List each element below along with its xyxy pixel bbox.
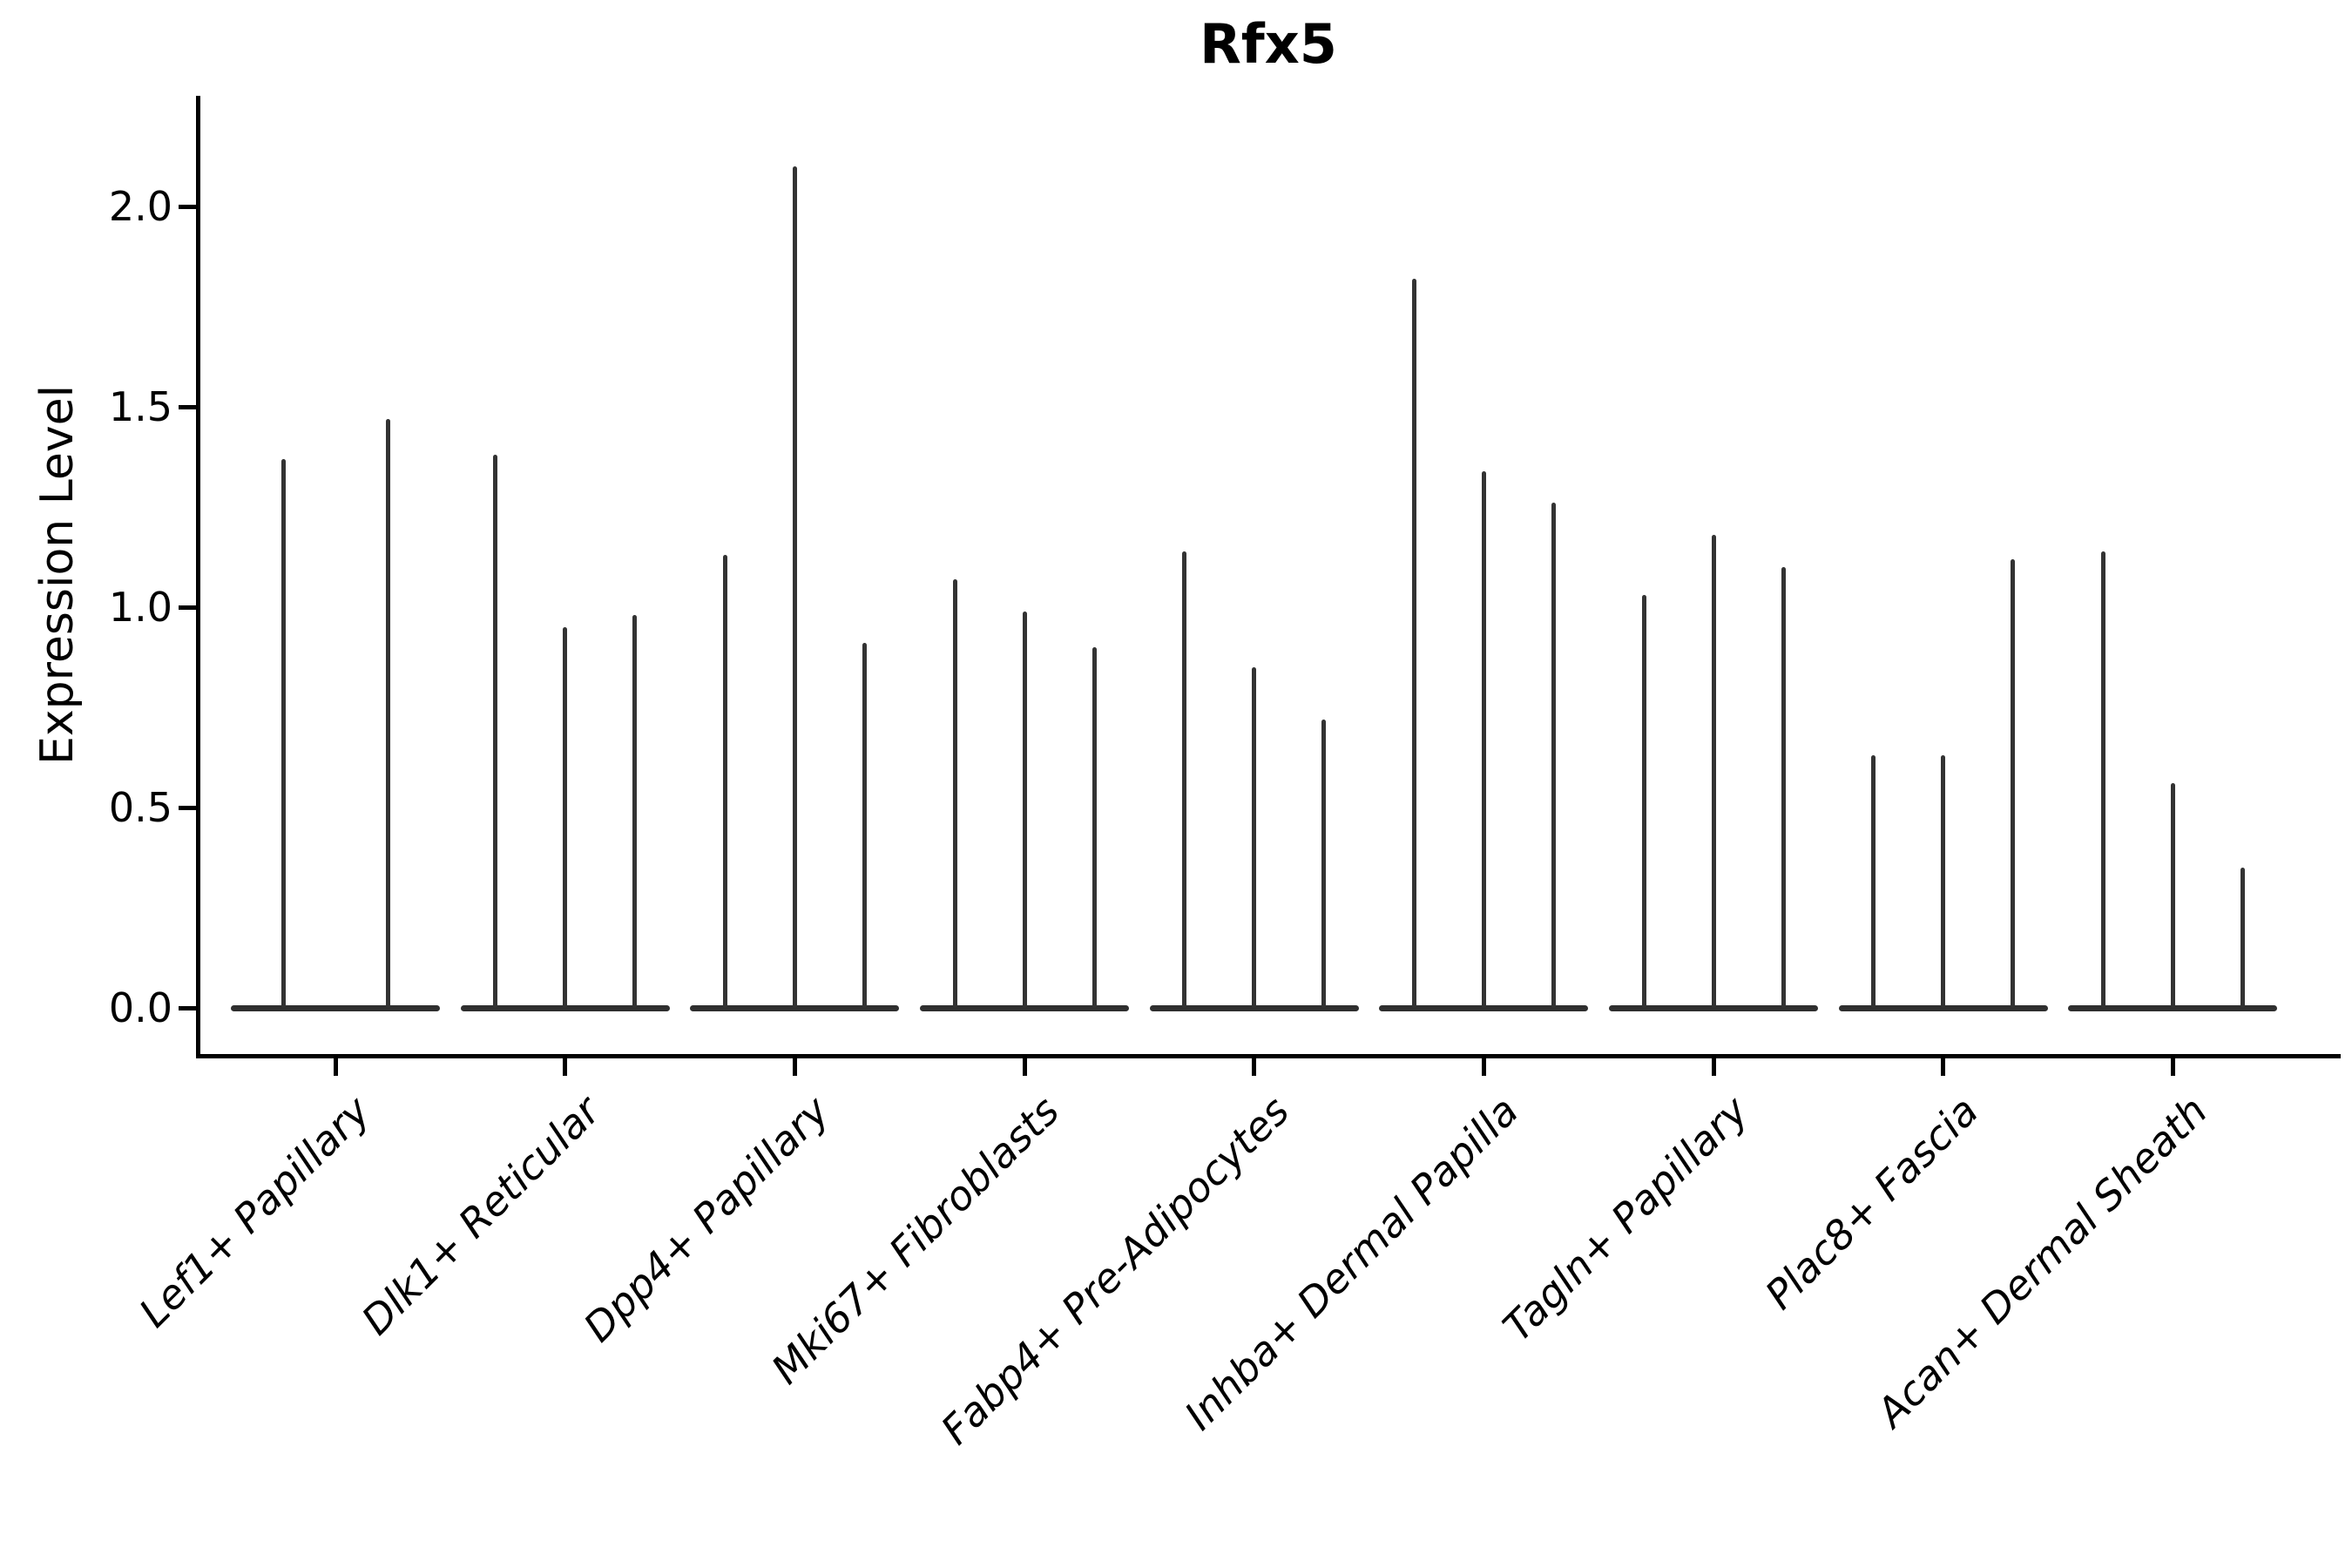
violin-baseline: [1149, 1004, 1359, 1011]
violin-baseline: [1379, 1004, 1589, 1011]
x-tick-mark: [563, 1058, 568, 1076]
chart-title: Rfx5: [1200, 12, 1337, 76]
x-tick-label: Plac8+ Fascia: [1755, 1087, 1987, 1319]
x-tick-label: Tagln+ Papillary: [1493, 1087, 1758, 1351]
violin-baseline: [460, 1004, 670, 1011]
violin-spike: [1551, 503, 1556, 1008]
y-tick-mark: [179, 805, 196, 810]
violin-spike: [2100, 551, 2105, 1008]
violin-spike: [1321, 719, 1327, 1008]
violin-spike: [952, 578, 957, 1008]
violin-spike: [1941, 755, 1946, 1008]
violin-spike: [1641, 595, 1646, 1008]
x-tick-mark: [792, 1058, 797, 1076]
y-tick-label: 0.5: [108, 784, 172, 831]
violin-spike: [632, 615, 638, 1008]
y-tick-label: 1.0: [108, 584, 172, 631]
violin-spike: [1871, 755, 1876, 1008]
x-tick-mark: [1481, 1058, 1486, 1076]
x-tick-label: Mki67+ Fibroblasts: [762, 1087, 1069, 1394]
x-tick-label: Inhba+ Dermal Papilla: [1175, 1087, 1528, 1439]
violin-baseline: [2068, 1004, 2278, 1011]
violin-spike: [862, 643, 867, 1008]
x-tick-label: Lef1+ Papillary: [130, 1087, 380, 1336]
violin-spike: [722, 555, 727, 1008]
violin-spike: [1711, 535, 1716, 1008]
violin-baseline: [231, 1004, 440, 1011]
violin-spike: [1252, 667, 1257, 1008]
x-tick-mark: [1711, 1058, 1716, 1076]
violin-spike: [385, 418, 390, 1008]
violin-spike: [1411, 278, 1416, 1008]
x-tick-mark: [1941, 1058, 1946, 1076]
violin-spike: [2240, 868, 2245, 1008]
x-tick-mark: [1022, 1058, 1027, 1076]
y-tick-label: 2.0: [108, 183, 172, 230]
y-axis-line: [196, 96, 200, 1058]
violin-spike: [2170, 783, 2175, 1008]
violin-spike: [1022, 611, 1027, 1008]
violin-baseline: [920, 1004, 1129, 1011]
violin-spike: [1481, 470, 1486, 1008]
violin-spike: [1781, 567, 1786, 1008]
violin-spike: [1092, 647, 1097, 1008]
violin-baseline: [1838, 1004, 2048, 1011]
x-axis-line: [196, 1054, 2341, 1058]
y-tick-label: 0.0: [108, 984, 172, 1031]
y-tick-mark: [179, 605, 196, 610]
violin-spike: [563, 627, 568, 1008]
violin-spike: [493, 455, 498, 1008]
x-tick-label: Acan+ Dermal Sheath: [1868, 1087, 2217, 1436]
violin-baseline: [690, 1004, 900, 1011]
y-tick-label: 1.5: [108, 383, 172, 430]
y-tick-mark: [179, 1005, 196, 1010]
violin-spike: [2011, 558, 2016, 1008]
x-tick-label: Dlk1+ Reticular: [352, 1087, 609, 1344]
x-tick-label: Dpp4+ Papillary: [574, 1087, 839, 1351]
y-tick-mark: [179, 204, 196, 209]
x-tick-label: Fabp4+ Pre-Adipocytes: [931, 1087, 1298, 1454]
x-tick-mark: [1252, 1058, 1257, 1076]
y-axis-label: Expression Level: [31, 384, 84, 766]
y-tick-mark: [179, 404, 196, 409]
violin-spike: [792, 166, 797, 1008]
violin-spike: [280, 458, 286, 1008]
violin-spike: [1182, 551, 1187, 1008]
x-tick-mark: [333, 1058, 338, 1076]
violin-baseline: [1609, 1004, 1819, 1011]
x-tick-mark: [2170, 1058, 2175, 1076]
